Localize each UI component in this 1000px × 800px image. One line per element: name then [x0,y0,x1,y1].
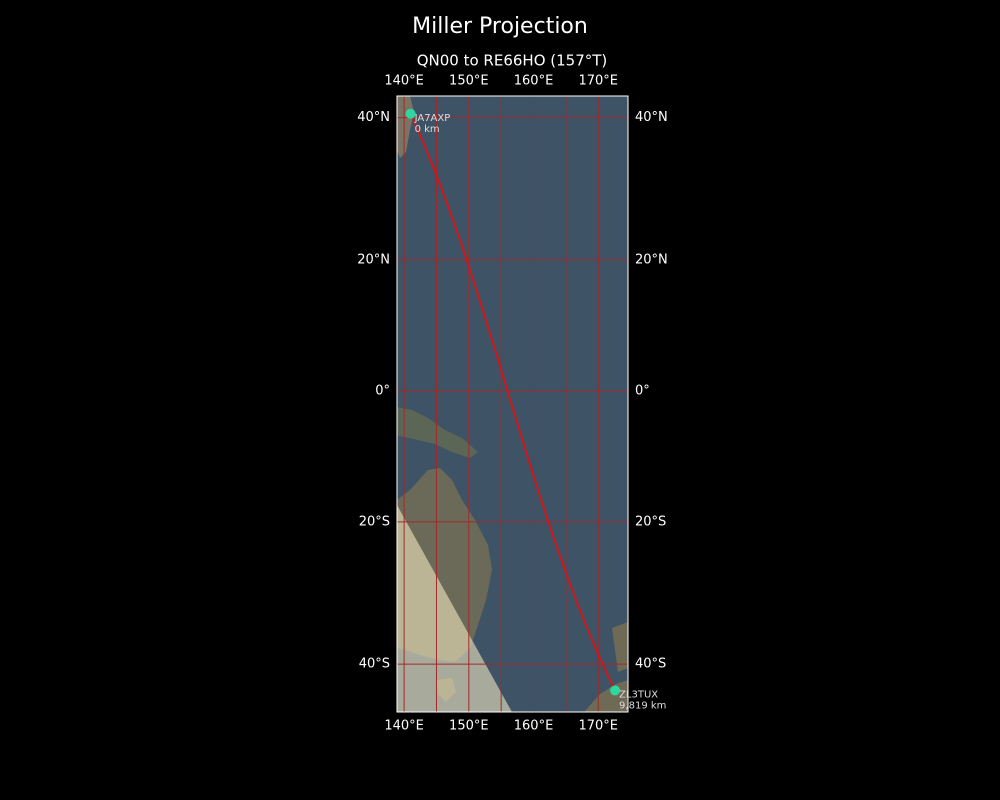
y-tick-label: 40°N [357,110,390,125]
daylight-shade [397,505,512,712]
y-tick-label: 20°S [635,514,666,529]
station-distance: 0 km [415,124,440,135]
x-tick-label: 150°E [449,719,489,734]
station-label: JA7AXP [414,113,451,124]
station-marker [405,108,416,119]
great-circle-path [409,113,616,691]
y-tick-label: 0° [375,383,390,398]
x-tick-label: 160°E [514,74,554,89]
subtitle: QN00 to RE66HO (157°T) [417,52,608,70]
y-tick-label: 20°N [357,252,390,267]
x-tick-label: 140°E [384,719,424,734]
x-tick-label: 150°E [449,74,489,89]
y-tick-label: 40°S [359,657,390,672]
station-marker [610,685,621,696]
x-tick-label: 140°E [384,74,424,89]
map-area [397,96,628,712]
land-new-guinea [397,407,478,458]
station-label: ZL3TUX [619,689,658,700]
y-tick-label: 20°S [359,514,390,529]
y-tick-label: 20°N [635,252,668,267]
x-tick-label: 170°E [578,719,618,734]
y-tick-label: 40°S [635,657,666,672]
frame [396,95,629,713]
title: Miller Projection [412,14,588,39]
y-tick-label: 0° [635,383,650,398]
x-tick-label: 170°E [578,74,618,89]
y-tick-label: 40°N [635,110,668,125]
x-tick-label: 160°E [514,719,554,734]
graticule [397,96,628,712]
station-distance: 9,819 km [619,700,666,711]
